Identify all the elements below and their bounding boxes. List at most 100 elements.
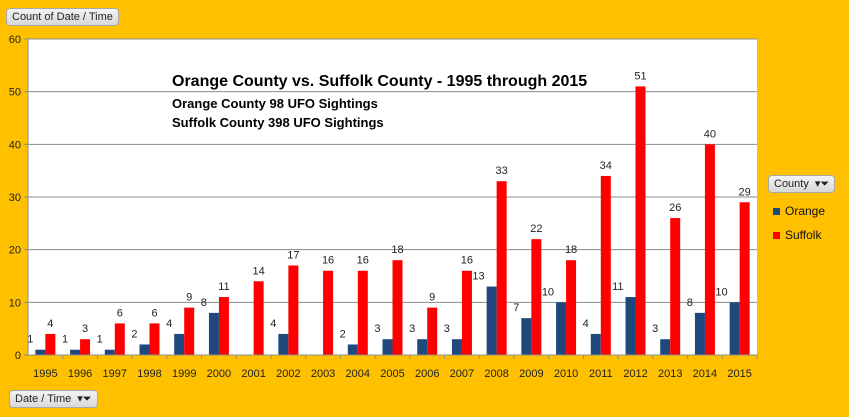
bar-suffolk bbox=[392, 260, 403, 355]
bar-orange bbox=[174, 333, 185, 355]
data-label: 14 bbox=[253, 265, 265, 277]
filter-icon: ▾⏷ bbox=[814, 177, 830, 190]
x-tick-label: 2002 bbox=[276, 368, 300, 380]
x-tick-label: 2009 bbox=[519, 368, 543, 380]
legend-field-button[interactable]: County ▾⏷ bbox=[768, 175, 836, 193]
data-label: 7 bbox=[513, 302, 519, 314]
data-label: 9 bbox=[429, 292, 435, 304]
bar-suffolk bbox=[461, 270, 472, 355]
data-label: 2 bbox=[340, 328, 346, 340]
data-label: 6 bbox=[151, 307, 157, 319]
x-tick-label: 2007 bbox=[450, 368, 474, 380]
bar-suffolk bbox=[670, 218, 681, 355]
data-label: 51 bbox=[634, 70, 646, 82]
bar-suffolk bbox=[566, 260, 577, 355]
bar-orange bbox=[486, 286, 497, 355]
bar-suffolk bbox=[184, 307, 195, 355]
axis-field-button[interactable]: Date / Time ▾⏷ bbox=[9, 390, 98, 408]
x-tick-label: 1995 bbox=[33, 368, 57, 380]
bar-suffolk bbox=[218, 297, 229, 355]
legend-item-suffolk[interactable]: Suffolk bbox=[773, 223, 825, 247]
y-tick-label: 0 bbox=[15, 350, 21, 362]
bar-orange bbox=[556, 302, 567, 355]
bar-orange bbox=[139, 344, 150, 355]
chart-subtitle: Orange County 98 UFO Sightings bbox=[172, 96, 378, 111]
x-tick-label: 2005 bbox=[380, 368, 404, 380]
chart-title: Orange County vs. Suffolk County - 1995 … bbox=[172, 73, 587, 90]
bar-suffolk bbox=[80, 339, 91, 355]
x-tick-label: 2011 bbox=[589, 368, 613, 380]
legend-field-label: County bbox=[774, 177, 809, 190]
data-label: 1 bbox=[97, 334, 103, 346]
data-label: 4 bbox=[166, 318, 172, 330]
data-label: 9 bbox=[186, 292, 192, 304]
data-label: 40 bbox=[704, 128, 716, 140]
bar-orange bbox=[660, 339, 671, 355]
filter-icon: ▾⏷ bbox=[77, 392, 92, 405]
data-label: 1 bbox=[27, 334, 33, 346]
data-label: 4 bbox=[270, 318, 276, 330]
x-tick-label: 1999 bbox=[172, 368, 196, 380]
data-label: 22 bbox=[530, 223, 542, 235]
data-label: 6 bbox=[117, 307, 123, 319]
bar-suffolk bbox=[253, 281, 264, 355]
data-label: 26 bbox=[669, 202, 681, 214]
data-label: 4 bbox=[47, 318, 53, 330]
values-field-button[interactable]: Count of Date / Time bbox=[6, 8, 119, 26]
data-label: 4 bbox=[583, 318, 589, 330]
x-tick-label: 1997 bbox=[103, 368, 127, 380]
values-field-label: Count of Date / Time bbox=[12, 10, 113, 23]
data-label: 34 bbox=[600, 160, 612, 172]
y-tick-label: 60 bbox=[9, 34, 21, 46]
y-tick-label: 40 bbox=[9, 139, 21, 151]
x-tick-label: 2004 bbox=[346, 368, 370, 380]
x-tick-label: 1996 bbox=[68, 368, 92, 380]
bar-suffolk bbox=[635, 86, 646, 356]
bar-suffolk bbox=[45, 333, 56, 355]
data-label: 3 bbox=[409, 323, 415, 335]
bar-suffolk bbox=[704, 144, 715, 355]
x-tick-label: 2012 bbox=[623, 368, 647, 380]
y-tick-label: 50 bbox=[9, 87, 21, 99]
bar-suffolk bbox=[323, 270, 334, 355]
x-tick-label: 2010 bbox=[554, 368, 578, 380]
data-label: 16 bbox=[322, 255, 334, 267]
bar-suffolk bbox=[149, 323, 160, 355]
bar-orange bbox=[590, 333, 601, 355]
bar-orange bbox=[382, 339, 393, 355]
data-label: 18 bbox=[391, 244, 403, 256]
y-tick-label: 10 bbox=[9, 297, 21, 309]
data-label: 1 bbox=[62, 334, 68, 346]
x-tick-label: 2003 bbox=[311, 368, 335, 380]
data-label: 18 bbox=[565, 244, 577, 256]
x-tick-label: 1998 bbox=[137, 368, 161, 380]
bar-orange bbox=[347, 344, 358, 355]
bar-suffolk bbox=[496, 181, 507, 355]
legend-item-orange[interactable]: Orange bbox=[773, 199, 825, 223]
data-label: 3 bbox=[444, 323, 450, 335]
bar-orange bbox=[104, 349, 115, 355]
x-tick-label: 2006 bbox=[415, 368, 439, 380]
data-label: 33 bbox=[496, 165, 508, 177]
data-label: 17 bbox=[287, 249, 299, 261]
x-tick-label: 2001 bbox=[241, 368, 265, 380]
y-tick-label: 30 bbox=[9, 192, 21, 204]
bar-orange bbox=[451, 339, 462, 355]
bar-suffolk bbox=[357, 270, 368, 355]
bar-suffolk bbox=[288, 265, 299, 355]
axis-field-label: Date / Time bbox=[15, 392, 72, 405]
y-tick-label: 20 bbox=[9, 245, 21, 257]
data-label: 11 bbox=[218, 281, 229, 293]
x-tick-label: 2000 bbox=[207, 368, 231, 380]
bar-orange bbox=[729, 302, 740, 355]
data-label: 10 bbox=[542, 286, 554, 298]
bar-orange bbox=[625, 297, 636, 355]
data-label: 8 bbox=[201, 297, 207, 309]
legend-swatch-orange bbox=[773, 207, 780, 215]
data-label: 3 bbox=[652, 323, 658, 335]
bar-orange bbox=[35, 349, 46, 355]
x-tick-label: 2014 bbox=[693, 368, 717, 380]
bar-suffolk bbox=[739, 202, 750, 355]
bar-orange bbox=[521, 318, 532, 355]
